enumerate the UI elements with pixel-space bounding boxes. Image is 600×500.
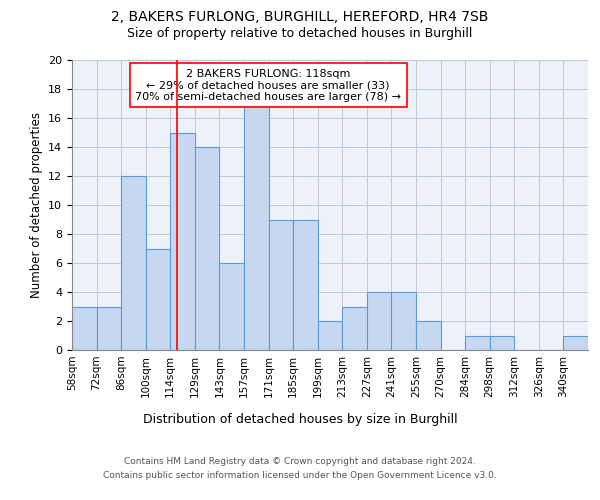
Bar [342, 306, 367, 350]
Bar [244, 104, 269, 350]
Text: 2 BAKERS FURLONG: 118sqm
← 29% of detached houses are smaller (33)
70% of semi-d: 2 BAKERS FURLONG: 118sqm ← 29% of detach… [135, 68, 401, 102]
Bar [146, 248, 170, 350]
Bar [72, 306, 97, 350]
Text: Size of property relative to detached houses in Burghill: Size of property relative to detached ho… [127, 28, 473, 40]
Bar [293, 220, 318, 350]
Bar [416, 321, 440, 350]
Bar [465, 336, 490, 350]
Bar [318, 321, 342, 350]
Text: Contains public sector information licensed under the Open Government Licence v3: Contains public sector information licen… [103, 471, 497, 480]
Bar [220, 263, 244, 350]
Bar [391, 292, 416, 350]
Bar [367, 292, 391, 350]
Bar [97, 306, 121, 350]
Bar [563, 336, 588, 350]
Y-axis label: Number of detached properties: Number of detached properties [29, 112, 43, 298]
Bar [195, 147, 220, 350]
Bar [490, 336, 514, 350]
Bar [170, 132, 195, 350]
Bar [269, 220, 293, 350]
Text: Contains HM Land Registry data © Crown copyright and database right 2024.: Contains HM Land Registry data © Crown c… [124, 458, 476, 466]
Text: Distribution of detached houses by size in Burghill: Distribution of detached houses by size … [143, 412, 457, 426]
Bar [121, 176, 146, 350]
Text: 2, BAKERS FURLONG, BURGHILL, HEREFORD, HR4 7SB: 2, BAKERS FURLONG, BURGHILL, HEREFORD, H… [112, 10, 488, 24]
